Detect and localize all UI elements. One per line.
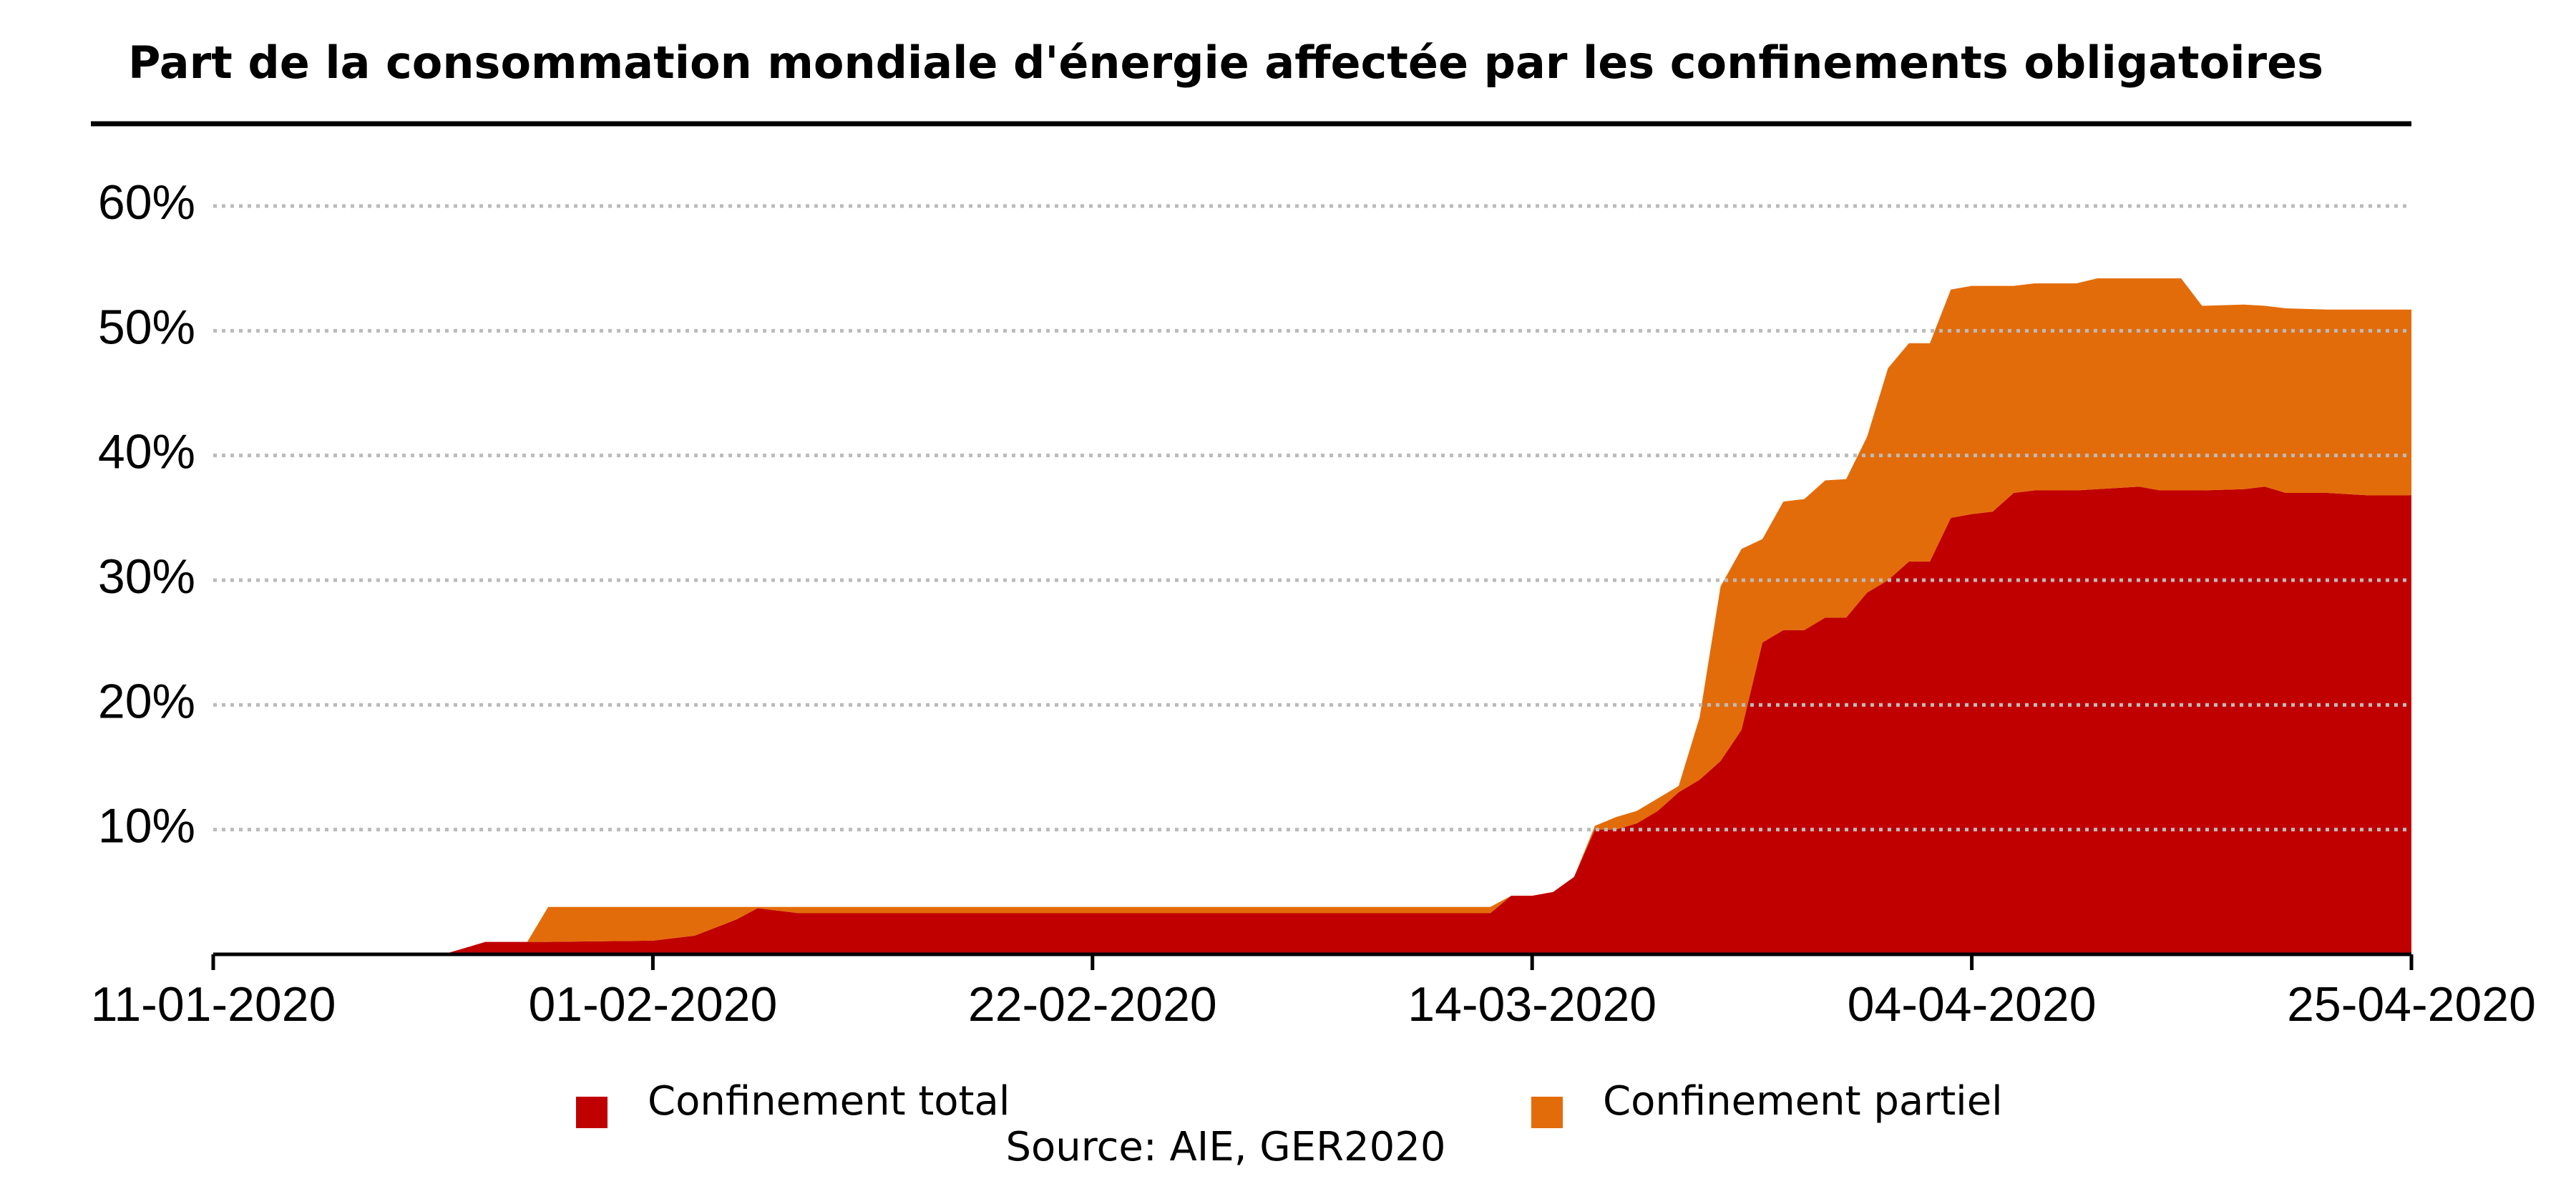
- y-tick-label: 20%: [98, 674, 195, 728]
- legend-label: Confinement partiel: [1603, 1078, 2003, 1125]
- y-tick-label: 30%: [98, 549, 195, 604]
- chart-title: Part de la consommation mondiale d'énerg…: [128, 36, 2323, 89]
- x-tick-label: 25-04-2020: [2287, 977, 2536, 1032]
- area: [213, 278, 2411, 954]
- y-tick-label: 60%: [98, 175, 195, 230]
- area: [213, 486, 2411, 954]
- legend-swatch: [1531, 1097, 1563, 1128]
- x-tick-label: 14-03-2020: [1407, 977, 1657, 1032]
- source: Source: AIE, GER2020: [1005, 1124, 1445, 1170]
- y-tick-label: 50%: [98, 300, 195, 354]
- x-tick-label: 04-04-2020: [1848, 977, 2097, 1032]
- x-tick-label: 01-02-2020: [528, 977, 777, 1032]
- x-tick-label: 11-01-2020: [91, 977, 336, 1032]
- legend-label: Confinement total: [648, 1078, 1010, 1125]
- y-tick-label: 10%: [98, 799, 195, 853]
- x-tick-label: 22-02-2020: [968, 977, 1217, 1032]
- y-tick-label: 40%: [98, 425, 195, 479]
- legend-swatch: [576, 1097, 608, 1128]
